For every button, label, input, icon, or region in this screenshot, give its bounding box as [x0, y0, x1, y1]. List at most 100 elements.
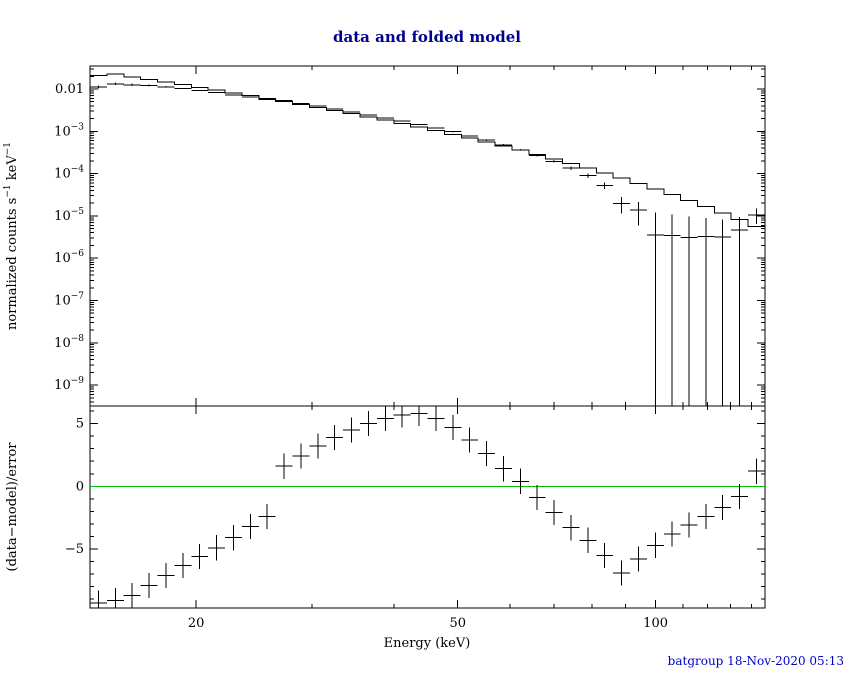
- residual-point: [444, 414, 462, 440]
- residual-point: [174, 552, 192, 578]
- data-point: [461, 135, 479, 137]
- data-point: [89, 85, 107, 89]
- data-point: [140, 84, 158, 87]
- residual-point: [359, 411, 377, 437]
- data-point: [309, 105, 327, 107]
- residual-point: [646, 532, 664, 558]
- residual-point: [89, 590, 107, 608]
- data-point: [326, 108, 344, 110]
- y-tick-label: 10−6: [54, 249, 84, 266]
- residual-point: [461, 427, 479, 453]
- residual-point: [292, 443, 310, 469]
- x-tick-label: 100: [643, 616, 668, 631]
- data-point: [157, 86, 175, 88]
- data-point: [174, 87, 192, 90]
- data-point: [646, 212, 664, 406]
- data-point: [123, 83, 141, 86]
- y-tick-label: 10−8: [54, 334, 84, 351]
- residual-point: [123, 582, 141, 608]
- residual-point: [613, 560, 631, 586]
- y-tick-label: 10−9: [54, 376, 84, 393]
- data-point: [224, 94, 242, 96]
- data-point: [630, 201, 647, 226]
- data-point: [191, 89, 209, 92]
- residual-point: [478, 441, 496, 467]
- residual-point: [731, 483, 749, 509]
- data-point: [444, 131, 462, 133]
- data-point: [258, 99, 276, 100]
- data-point: [697, 218, 715, 406]
- y-tick-label: 0.01: [55, 82, 84, 97]
- residual-point: [528, 485, 546, 511]
- data-points: [89, 82, 765, 406]
- residual-point: [663, 521, 681, 547]
- x-tick-label: 20: [188, 616, 205, 631]
- data-point: [545, 160, 563, 163]
- residual-points: [89, 406, 765, 608]
- residual-point: [596, 542, 614, 568]
- y-tick-label: 10−3: [54, 122, 84, 139]
- residual-point: [562, 515, 580, 541]
- data-point: [579, 173, 597, 179]
- residual-point: [545, 500, 563, 526]
- data-point: [511, 148, 529, 151]
- axis-ticks: [90, 66, 765, 608]
- data-point: [748, 208, 765, 225]
- data-point: [241, 96, 259, 98]
- y-tick-label: 10−4: [54, 165, 84, 182]
- data-point: [410, 123, 428, 125]
- data-point: [562, 166, 580, 170]
- residual-point: [495, 456, 512, 482]
- x-tick-label: 50: [449, 616, 466, 631]
- residual-point: [309, 433, 327, 459]
- data-point: [275, 100, 293, 102]
- residual-point: [224, 525, 242, 551]
- data-point: [106, 82, 124, 86]
- residual-point: [410, 406, 428, 427]
- residual-point: [140, 572, 158, 598]
- residual-point: [258, 503, 276, 529]
- residual-point: [241, 513, 259, 539]
- residual-point: [376, 406, 394, 432]
- residual-point: [191, 544, 209, 570]
- y-tick-label: 10−7: [54, 291, 84, 308]
- residual-point: [326, 424, 344, 450]
- data-point: [613, 196, 631, 214]
- data-point: [528, 154, 546, 157]
- footer-timestamp: batgroup 18-Nov-2020 05:13: [668, 654, 844, 668]
- data-point: [208, 92, 225, 94]
- data-point: [427, 127, 445, 129]
- residual-point: [748, 458, 765, 484]
- plot-frame: [89, 65, 766, 609]
- y-tick-label: 10−5: [54, 207, 84, 224]
- residual-point: [511, 468, 529, 494]
- residual-point: [579, 527, 597, 553]
- residual-point: [697, 503, 715, 529]
- y-tick-label: −5: [65, 542, 84, 557]
- y-axis-label-bottom: (data−model)/error: [5, 442, 20, 572]
- plot-title: data and folded model: [333, 28, 521, 46]
- residual-point: [157, 562, 175, 588]
- residual-point: [427, 406, 445, 432]
- y-axis-label-top: normalized counts s−1 keV−1: [3, 142, 20, 330]
- residual-point: [343, 417, 360, 443]
- y-tick-label: 0: [76, 479, 84, 494]
- residual-point: [630, 546, 647, 572]
- model-step-line: [89, 73, 765, 228]
- residual-point: [393, 406, 411, 428]
- data-point: [596, 182, 614, 190]
- data-point: [343, 111, 360, 113]
- data-point: [663, 214, 681, 406]
- x-axis-label: Energy (keV): [384, 636, 471, 651]
- data-point: [376, 117, 394, 119]
- residual-point: [714, 495, 732, 521]
- data-point: [680, 216, 698, 406]
- data-point: [393, 120, 411, 122]
- plot-root: 20 50 1000.0110−310−410−510−610−710−810−95…: [54, 65, 766, 631]
- data-point: [714, 219, 732, 406]
- residual-point: [680, 512, 698, 538]
- data-point: [292, 102, 310, 104]
- residual-point: [208, 535, 225, 561]
